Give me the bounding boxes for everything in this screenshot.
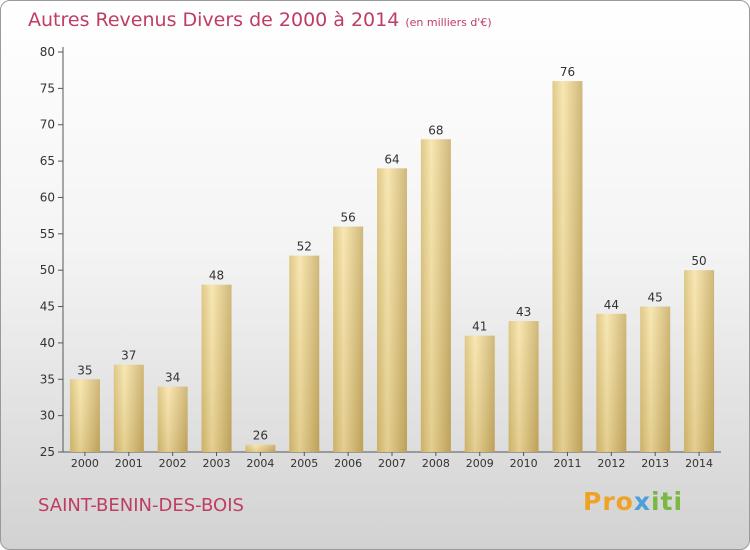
data-label: 45 <box>648 291 663 305</box>
y-tick-label: 70 <box>40 118 55 132</box>
data-label: 37 <box>121 349 136 363</box>
x-tick-label: 2012 <box>597 457 625 470</box>
bar-shade <box>552 81 583 452</box>
bar-shade <box>289 255 320 452</box>
y-tick-label: 30 <box>40 409 55 423</box>
x-tick-label: 2002 <box>159 457 187 470</box>
data-label: 68 <box>428 123 443 137</box>
data-label: 34 <box>165 371 180 385</box>
unit-text: (en milliers d'€) <box>405 16 492 29</box>
bar-shade <box>640 306 671 452</box>
data-label: 44 <box>604 298 619 312</box>
y-tick-label: 65 <box>40 154 55 168</box>
bar-shade <box>113 364 144 452</box>
x-tick-label: 2003 <box>203 457 231 470</box>
x-tick-label: 2014 <box>685 457 713 470</box>
x-tick-label: 2000 <box>71 457 99 470</box>
y-tick-label: 75 <box>40 81 55 95</box>
bar-shade <box>333 226 364 452</box>
y-tick-label: 35 <box>40 372 55 386</box>
bar-shade <box>245 444 276 452</box>
x-tick-label: 2004 <box>246 457 274 470</box>
y-tick-label: 25 <box>40 445 55 459</box>
y-tick-label: 45 <box>40 300 55 314</box>
bar-shade <box>157 386 188 452</box>
data-label: 26 <box>253 429 268 443</box>
x-tick-label: 2010 <box>510 457 538 470</box>
bar-shade <box>508 321 539 452</box>
x-tick-label: 2005 <box>290 457 318 470</box>
data-label: 43 <box>516 305 531 319</box>
x-tick-label: 2006 <box>334 457 362 470</box>
y-tick-label: 80 <box>40 45 55 59</box>
y-tick-label: 50 <box>40 263 55 277</box>
x-tick-label: 2013 <box>641 457 669 470</box>
bar-shade <box>596 313 627 452</box>
data-label: 76 <box>560 65 575 79</box>
x-tick-label: 2008 <box>422 457 450 470</box>
data-label: 41 <box>472 320 487 334</box>
y-tick-label: 40 <box>40 336 55 350</box>
data-label: 35 <box>77 363 92 377</box>
bar-shade <box>464 335 495 452</box>
x-tick-label: 2001 <box>115 457 143 470</box>
title-text: Autres Revenus Divers de 2000 à 2014 <box>28 9 400 31</box>
x-tick-label: 2009 <box>466 457 494 470</box>
data-label: 64 <box>384 152 399 166</box>
data-label: 56 <box>340 211 355 225</box>
bar-shade <box>420 139 451 453</box>
chart-title: Autres Revenus Divers de 2000 à 2014 (en … <box>28 9 492 31</box>
x-tick-label: 2007 <box>378 457 406 470</box>
data-label: 48 <box>209 269 224 283</box>
y-tick-label: 55 <box>40 227 55 241</box>
data-label: 52 <box>297 240 312 254</box>
bar-shade <box>684 270 715 452</box>
proxiti-logo: Proxiti <box>583 487 684 516</box>
y-tick-label: 60 <box>40 190 55 204</box>
x-tick-label: 2011 <box>553 457 581 470</box>
bar-shade <box>201 284 232 452</box>
data-label: 50 <box>691 254 706 268</box>
bar-shade <box>69 379 100 452</box>
commune-name: SAINT-BENIN-DES-BOIS <box>38 495 244 516</box>
bar-shade <box>377 168 407 452</box>
